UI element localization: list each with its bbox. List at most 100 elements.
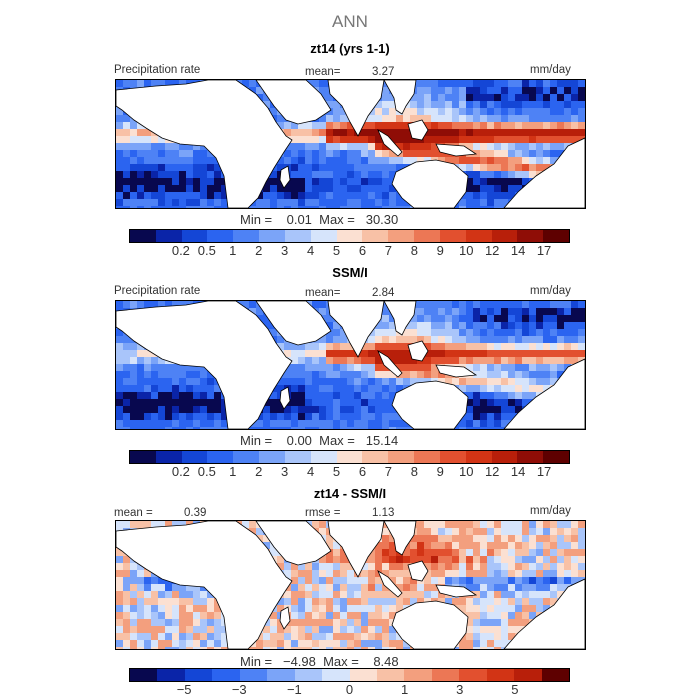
field-cell — [438, 322, 446, 330]
field-cell — [186, 185, 194, 193]
field-cell — [473, 157, 481, 165]
field-cell — [543, 584, 551, 592]
field-cell — [193, 427, 201, 429]
colorbar-tick-label: 7 — [384, 243, 393, 258]
field-cell — [543, 80, 551, 88]
field-cell — [501, 357, 509, 365]
field-cell — [354, 136, 362, 144]
field-cell — [522, 171, 530, 179]
field-cell — [501, 122, 509, 130]
field-cell — [123, 626, 131, 634]
field-cell — [494, 563, 502, 571]
field-cell — [179, 633, 187, 641]
field-cell — [214, 206, 222, 208]
field-cell — [263, 535, 271, 543]
field-cell — [501, 626, 509, 634]
field-cell — [368, 343, 376, 351]
field-cell — [501, 535, 509, 543]
field-cell — [375, 157, 383, 165]
field-cell — [165, 143, 173, 151]
field-cell — [340, 626, 348, 634]
field-cell — [291, 591, 299, 599]
field-cell — [529, 612, 537, 620]
field-cell — [480, 315, 488, 323]
field-cell — [389, 129, 397, 137]
field-cell — [564, 535, 572, 543]
field-cell — [438, 528, 446, 536]
field-cell — [158, 357, 166, 365]
panel3-rmse-label: rmse = — [305, 507, 341, 519]
field-cell — [151, 584, 159, 592]
field-cell — [389, 164, 397, 172]
coastline-outline — [435, 143, 478, 157]
field-cell — [256, 535, 264, 543]
field-cell — [515, 301, 523, 309]
field-cell — [158, 626, 166, 634]
field-cell — [389, 115, 397, 123]
field-cell — [340, 584, 348, 592]
field-cell — [340, 612, 348, 620]
field-cell — [431, 129, 439, 137]
field-cell — [480, 80, 488, 88]
field-cell — [410, 94, 418, 102]
field-cell — [305, 647, 313, 649]
field-cell — [410, 577, 418, 585]
field-cell — [487, 535, 495, 543]
field-cell — [557, 528, 565, 536]
field-cell — [333, 357, 341, 365]
field-cell — [550, 157, 558, 165]
field-cell — [557, 150, 565, 158]
field-cell — [501, 584, 509, 592]
field-cell — [312, 577, 320, 585]
field-cell — [480, 350, 488, 358]
field-cell — [375, 399, 383, 407]
field-cell — [536, 157, 544, 165]
field-cell — [410, 143, 418, 151]
field-cell — [501, 185, 509, 193]
field-cell — [529, 322, 537, 330]
field-cell — [326, 420, 334, 428]
field-cell — [263, 542, 271, 550]
field-cell — [473, 584, 481, 592]
field-cell — [172, 178, 180, 186]
field-cell — [144, 364, 152, 372]
field-cell — [389, 371, 397, 379]
field-cell — [340, 171, 348, 179]
field-cell — [130, 129, 138, 137]
field-cell — [249, 647, 257, 649]
field-cell — [501, 101, 509, 109]
field-cell — [452, 329, 460, 337]
field-cell — [291, 413, 299, 421]
field-cell — [116, 164, 124, 172]
colorbar-segment — [404, 669, 432, 681]
field-cell — [438, 315, 446, 323]
field-cell — [543, 549, 551, 557]
colorbar-segment — [465, 451, 492, 463]
field-cell — [403, 591, 411, 599]
field-cell — [529, 143, 537, 151]
field-cell — [396, 192, 404, 200]
field-cell — [382, 619, 390, 627]
colorbar-segment — [181, 230, 208, 242]
field-cell — [403, 420, 411, 428]
field-cell — [312, 605, 320, 613]
field-cell — [144, 591, 152, 599]
field-cell — [550, 556, 558, 564]
field-cell — [557, 563, 565, 571]
field-cell — [319, 406, 327, 414]
field-cell — [375, 591, 383, 599]
field-cell — [158, 647, 166, 649]
field-cell — [466, 101, 474, 109]
field-cell — [522, 399, 530, 407]
field-cell — [494, 171, 502, 179]
field-cell — [361, 364, 369, 372]
field-cell — [263, 413, 271, 421]
field-cell — [137, 378, 145, 386]
field-cell — [480, 584, 488, 592]
field-cell — [305, 136, 313, 144]
field-cell — [445, 315, 453, 323]
field-cell — [480, 591, 488, 599]
field-cell — [515, 612, 523, 620]
field-cell — [466, 343, 474, 351]
field-cell — [501, 329, 509, 337]
